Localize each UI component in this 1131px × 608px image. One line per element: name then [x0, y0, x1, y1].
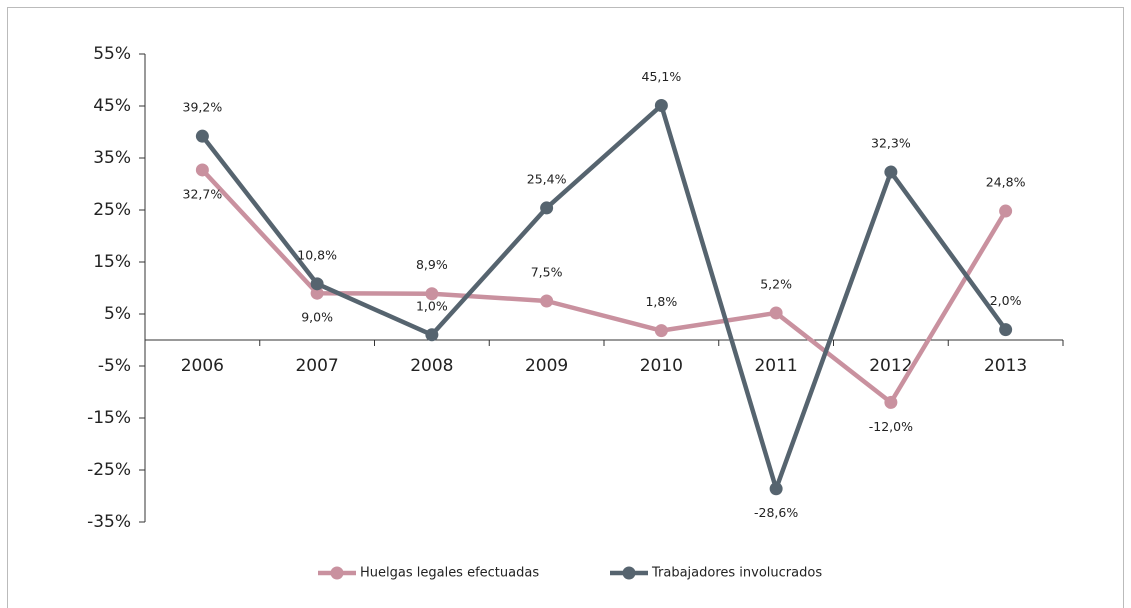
marker: [654, 324, 668, 338]
line: [200, 103, 1008, 491]
y-tick-label: -15%: [87, 408, 131, 428]
marker: [769, 482, 783, 496]
data-label: -12,0%: [869, 419, 913, 434]
marker: [769, 306, 783, 320]
data-label: 1,8%: [645, 294, 677, 309]
legend-label: Trabajadores involucrados: [651, 566, 822, 581]
data-label: 10,8%: [297, 247, 337, 262]
y-tick-label: 15%: [93, 252, 131, 272]
data-label: -28,6%: [754, 505, 798, 520]
y-tick-label: -25%: [87, 460, 131, 480]
x-tick-label: 2013: [984, 356, 1027, 376]
x-tick-label: 2007: [295, 356, 338, 376]
data-label: 8,9%: [416, 257, 448, 272]
marker: [884, 165, 898, 179]
data-label: 9,0%: [301, 310, 333, 325]
data-label: 39,2%: [183, 100, 223, 115]
x-tick-label: 2009: [525, 356, 568, 376]
data-label: 45,1%: [642, 69, 682, 84]
x-tick-label: 2011: [754, 356, 797, 376]
data-label: 32,3%: [871, 136, 911, 151]
legend-marker: [330, 566, 344, 580]
marker: [540, 201, 554, 215]
marker: [310, 277, 324, 291]
data-label: 32,7%: [183, 186, 223, 201]
marker: [999, 323, 1013, 337]
legend-marker: [622, 566, 636, 580]
data-label: 5,2%: [760, 276, 792, 291]
y-tick-label: 45%: [93, 96, 131, 116]
marker: [884, 395, 898, 409]
frame: [7, 7, 1124, 608]
x-tick-label: 2012: [869, 356, 912, 376]
marker: [425, 287, 439, 301]
data-label: 7,5%: [531, 265, 563, 280]
marker: [425, 328, 439, 342]
x-tick-label: 2006: [181, 356, 224, 376]
y-tick-label: 5%: [104, 304, 131, 324]
y-tick-label: -35%: [87, 512, 131, 532]
legend-label: Huelgas legales efectuadas: [360, 566, 539, 581]
data-label: 24,8%: [986, 175, 1026, 190]
marker: [310, 286, 324, 300]
marker: [195, 129, 209, 143]
x-tick-label: 2010: [640, 356, 683, 376]
x-tick-label: 2008: [410, 356, 453, 376]
y-tick-label: 25%: [93, 200, 131, 220]
marker: [540, 294, 554, 308]
y-tick-label: 35%: [93, 148, 131, 168]
marker: [654, 98, 668, 112]
y-tick-label: 55%: [93, 44, 131, 64]
data-label: 1,0%: [416, 298, 448, 313]
data-label: 25,4%: [527, 171, 567, 186]
marker: [195, 163, 209, 177]
data-label: 2,0%: [990, 293, 1022, 308]
y-tick-label: -5%: [98, 356, 131, 376]
marker: [999, 204, 1013, 218]
